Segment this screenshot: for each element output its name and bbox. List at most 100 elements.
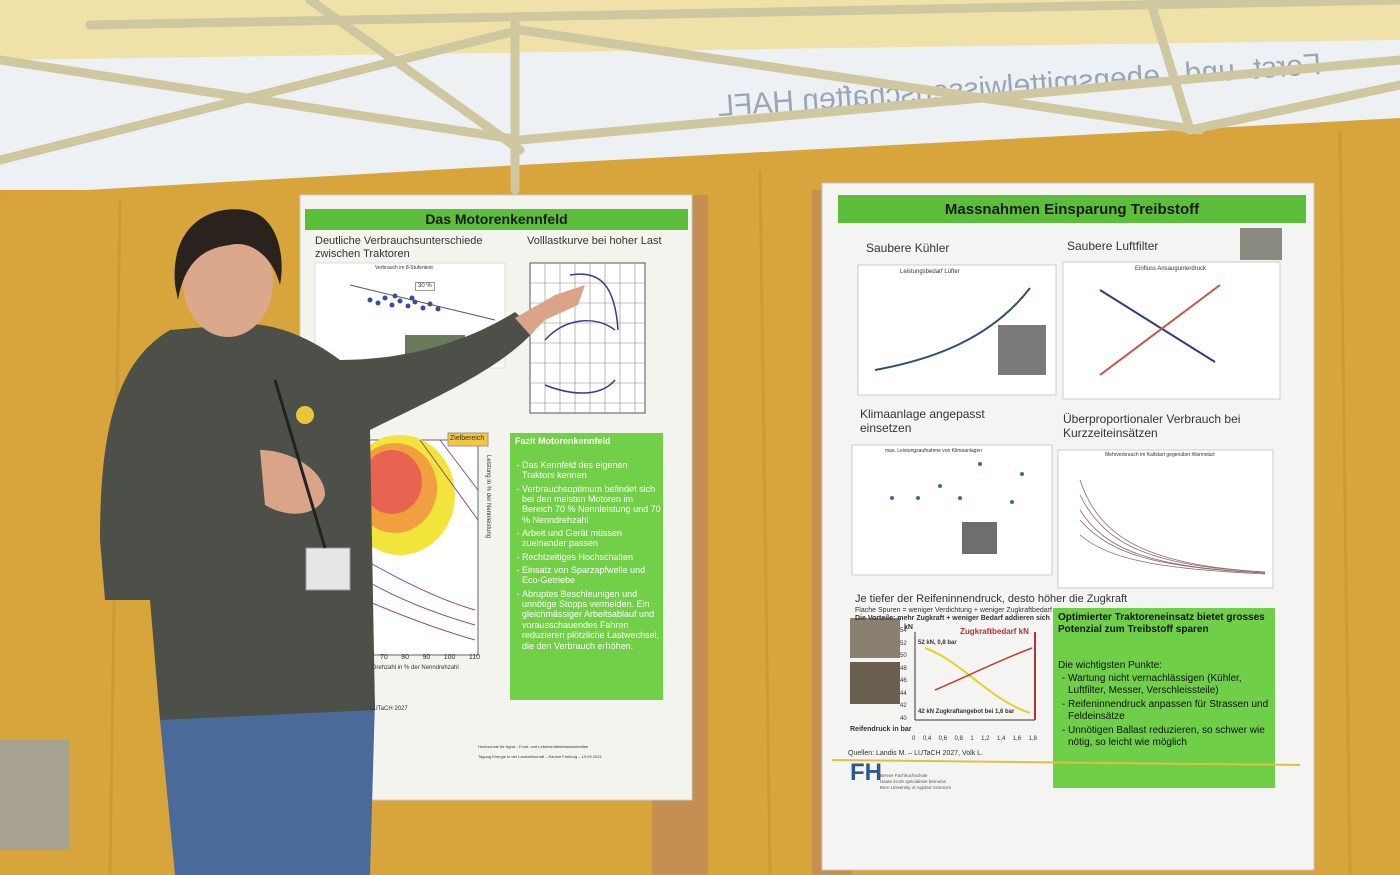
section-title: Saubere Kühler [866, 241, 950, 255]
chart-title: Einfluss Ansaugunterdruck [1135, 266, 1207, 272]
presenter [100, 209, 585, 875]
ac-points [890, 462, 1024, 504]
tire-unit: kN [904, 624, 913, 631]
footer: Hochschule für Agrar-, Forst- und Lebens… [478, 744, 589, 749]
footer: Tagung Energie in der Landwirtschaft – K… [478, 754, 602, 759]
crate [0, 740, 70, 850]
curve [1099, 284, 1221, 376]
photo [998, 325, 1046, 375]
title-bar [838, 195, 1306, 223]
item-text: 1,4 [996, 736, 1006, 742]
item-text: 1,6 [1012, 736, 1022, 742]
photo [850, 618, 900, 658]
box-subtitle: Die wichtigsten Punkte: [1058, 660, 1162, 671]
box-title: Optimierter Traktoreneinsatz bietet gros… [1058, 612, 1265, 635]
list-item: Unnötigen Ballast reduzieren, so schwer … [1068, 725, 1278, 748]
x-ticks: 0 0,4 0,6 0,8 1 1,2 1,4 1,6 1,8 [912, 736, 1037, 742]
item-text: 70 [380, 654, 388, 661]
load-grid [530, 263, 645, 413]
tire-demand: Zugkraftbedarf kN [960, 627, 1029, 636]
scatter-points [367, 293, 441, 312]
decay-curves [1079, 479, 1266, 575]
chart-title: Leistungsbedarf Lüfter [900, 269, 960, 275]
item-text: 40 [900, 715, 907, 722]
item-text: 0,6 [938, 736, 947, 742]
item-text: 50 [900, 653, 907, 660]
axis-label: Reifendruck in bar [850, 726, 912, 733]
load-curve-chart [529, 262, 646, 414]
item-text: 1,8 [1028, 736, 1037, 742]
item-text: Berner Fachhochschule [880, 773, 928, 778]
box-list: Wartung nicht vernachlässigen (Kühler, L… [1058, 673, 1278, 751]
list-item: Abruptes Beschleunigen und unnötige Stop… [522, 589, 662, 651]
map-zone [362, 450, 422, 514]
tire-text: Flache Spuren = weniger Verdichtung + we… [855, 607, 1052, 614]
chart-title: Verbrauch im 8-Stufentest [375, 265, 433, 271]
poster-title: Massnahmen Einsparung Treibstoff [944, 201, 1200, 218]
section-title: Saubere Luftfilter [1067, 239, 1159, 253]
chart-filter [1062, 261, 1281, 400]
item-text: 1 [970, 736, 974, 742]
item-text: 48 [900, 665, 907, 672]
fazit-list: Das Kennfeld des eigenen Traktors kennen… [512, 460, 662, 654]
chart-label: 30 % [415, 282, 435, 291]
target-box [447, 432, 489, 447]
curve [1099, 289, 1216, 363]
list-item: Verbrauchsoptimum befindet sich bei den … [522, 484, 662, 525]
item-text: 100 [443, 654, 456, 661]
item-text: 0,8 [954, 736, 963, 742]
item-text: 0,4 [922, 736, 932, 742]
source: LUTaCH 2027 [370, 706, 408, 712]
sources: Quellen: Landis M. – LUTaCH 2027, Volk L… [848, 750, 984, 757]
tire-note: 52 kN, 0,8 bar [918, 640, 957, 646]
curve [934, 647, 1033, 691]
subtitle: Volllastkurve bei hoher Last [527, 235, 662, 247]
fazit-box [510, 433, 663, 700]
section-title: Je tiefer der Reifeninnendruck, desto hö… [855, 593, 1128, 605]
item-text: 52 [900, 640, 907, 647]
chart-ac [851, 444, 1053, 576]
footer: Berner Fachhochschule Haute école spécial… [880, 773, 951, 791]
photo [962, 522, 997, 554]
axis-label: Leistung in % der Nennleistung [484, 455, 491, 539]
title-bar [305, 209, 688, 230]
y-ticks: 54 52 50 48 46 44 42 40 [900, 628, 907, 722]
summary-box [1053, 608, 1275, 788]
tire-note: 42 kN Zugkraftangebot bei 1,6 bar [918, 709, 1015, 715]
chart-title: Mehrverbrauch im Kaltstart gegenüber War… [1105, 452, 1215, 458]
item-text: 42 [900, 703, 907, 710]
item-text: 46 [900, 678, 907, 685]
item-text: 1,2 [981, 736, 990, 742]
x-ticks: 70 80 90 100 110 [380, 654, 480, 661]
item-text: Haute école spécialisée bernoise [880, 778, 947, 784]
chart-label: Zielbereich [450, 435, 485, 442]
item-text: 90 [422, 654, 431, 661]
item-text: 110 [468, 654, 480, 661]
chart-title: max. Leistungsaufnahme von Klimaanlagen [885, 448, 983, 454]
tent-frame [0, 0, 1400, 195]
photo [1240, 228, 1282, 260]
curve [874, 287, 1031, 371]
item-text: 0 [912, 736, 916, 742]
axis-label: Drehzahl in % der Nenndrehzahl [372, 665, 459, 671]
curve [924, 647, 1031, 714]
poster-title: Das Motorenkennfeld [425, 211, 568, 227]
item-text: Bern University of Applied Sciences [880, 784, 952, 790]
map-lines [364, 439, 479, 641]
subtitle: Deutliche Verbrauchsunterschiede zwische… [315, 235, 483, 260]
item-text: 44 [900, 690, 907, 697]
photo [850, 662, 900, 704]
load-curves [544, 273, 619, 394]
trend-line [349, 284, 496, 321]
list-item: Reifeninnendruck anpassen für Strassen u… [1068, 699, 1278, 722]
tent-roof-top [0, 0, 1400, 60]
list-item: Das Kennfeld des eigenen Traktors kennen [522, 460, 662, 481]
item-text: 54 [900, 628, 907, 634]
list-item: Rechtzeitiges Hochschalten [522, 552, 662, 562]
logo: FH [850, 759, 882, 786]
section-title: Überproportionaler Verbrauch bei Kurzzei… [1063, 412, 1241, 440]
chart-short [1057, 449, 1274, 589]
list-item: Einsatz von Sparzapfwelle und Eco-Getrie… [522, 565, 662, 586]
divider [831, 759, 1301, 766]
item-text: 80 [401, 654, 410, 661]
